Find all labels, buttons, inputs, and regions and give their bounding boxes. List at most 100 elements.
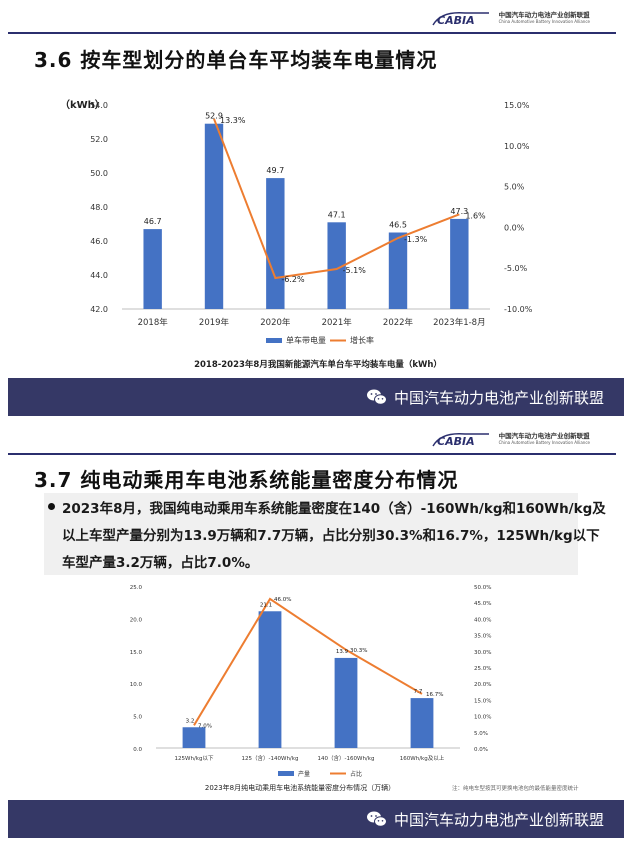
bar-value-label: 3.2 xyxy=(186,718,195,724)
bar xyxy=(334,657,358,748)
summary-box xyxy=(44,493,578,575)
y2-tick-label: 15.0% xyxy=(474,698,491,704)
y2-tick-label: -5.0% xyxy=(504,264,528,273)
y-tick-label: 48.0 xyxy=(90,203,108,212)
x-tick-label: 2019年 xyxy=(199,317,230,328)
svg-text:CABIA: CABIA xyxy=(437,14,475,27)
y2-tick-label: 45.0% xyxy=(474,601,491,607)
bar xyxy=(258,611,282,748)
x-tick-label: 125Wh/kg以下 xyxy=(175,755,214,762)
bar-value-label: 7.7 xyxy=(414,689,423,695)
bar-value-label: 21.1 xyxy=(260,602,272,608)
org-name-en: China Automotive Battery Innovation Alli… xyxy=(498,440,590,446)
y-tick-label: 52.0 xyxy=(90,135,108,144)
wechat-icon xyxy=(366,389,387,405)
cabia-logo: CABIA 中国汽车动力电池产业创新联盟 China Automotive Ba… xyxy=(431,428,590,450)
series-line xyxy=(193,597,423,726)
line-value-label: 30.3% xyxy=(350,648,367,654)
cabia-logo-icon: CABIA xyxy=(432,12,489,27)
x-tick-label: 140（含）-160Wh/kg xyxy=(318,754,375,762)
bar xyxy=(204,123,224,309)
y2-tick-label: 50.0% xyxy=(474,585,491,591)
chart-energy-density-distribution: 0.0 5.0 10.0 15.0 20.0 25.0 0.0% 5.0% 10.0% 15.0%… xyxy=(130,585,579,792)
org-name-cn: 中国汽车动力电池产业创新联盟 xyxy=(498,431,590,440)
line-value-label: 16.7% xyxy=(426,692,443,698)
bar-value-label: 13.9 xyxy=(336,649,349,655)
legend-bar-label: 单车带电量 xyxy=(286,335,326,345)
line-value-label: -1.3% xyxy=(404,235,428,244)
y2-tick-label: 40.0% xyxy=(474,617,491,623)
legend-line-label: 占比 xyxy=(350,770,362,778)
bar xyxy=(450,218,469,309)
legend-bar-label: 产量 xyxy=(298,770,310,778)
y2-tick-label: 0.0% xyxy=(474,747,488,753)
y2-tick-label: -10.0% xyxy=(504,305,533,314)
y2-tick-label: 5.0% xyxy=(474,731,488,737)
y2-tick-label: 30.0% xyxy=(474,650,491,656)
footer-org-name: 中国汽车动力电池产业创新联盟 xyxy=(393,810,604,829)
summary-line-2: 以上车型产量分别为13.9万辆和7.7万辆，占比分别30.3%和16.7%，12… xyxy=(62,528,600,544)
header-divider xyxy=(8,32,616,34)
footer-org-name: 中国汽车动力电池产业创新联盟 xyxy=(393,388,604,407)
y-tick-label: 0.0 xyxy=(133,747,142,753)
chart-avg-battery-capacity: 42.0 44.0 46.0 48.0 50.0 52.0 54.0 -10.0% -5.0% 0… xyxy=(60,98,533,370)
footer-bar: 中国汽车动力电池产业创新联盟 xyxy=(8,378,624,416)
x-tick-label: 2018年 xyxy=(138,317,169,328)
slide-2: CABIA 中国汽车动力电池产业创新联盟 China Automotive Ba… xyxy=(0,421,624,841)
series-line xyxy=(213,118,460,280)
line-value-label: 13.3% xyxy=(220,116,246,125)
y-tick-label: 54.0 xyxy=(90,101,108,110)
y2-tick-label: 10.0% xyxy=(504,142,530,151)
cabia-logo-icon: CABIA xyxy=(432,433,489,448)
x-tick-label: 2022年 xyxy=(383,317,414,328)
bar-value-label: 47.3 xyxy=(450,207,468,216)
y2-tick-label: 35.0% xyxy=(474,634,491,640)
y-tick-label: 44.0 xyxy=(90,271,108,280)
bar-value-label: 47.1 xyxy=(328,210,346,219)
bar-value-label: 46.7 xyxy=(144,217,162,226)
bar xyxy=(388,232,408,309)
y-tick-label: 20.0 xyxy=(130,617,143,623)
bar xyxy=(143,229,162,309)
header-divider xyxy=(8,453,616,455)
bar xyxy=(327,222,346,309)
y-axis-title: （kWh） xyxy=(60,98,105,111)
slide-1: CABIA 中国汽车动力电池产业创新联盟 China Automotive Ba… xyxy=(0,0,624,420)
line-value-label: -5.1% xyxy=(343,266,367,275)
y-tick-label: 42.0 xyxy=(90,305,108,314)
y-tick-label: 46.0 xyxy=(90,237,108,246)
x-tick-label: 160Wh/kg及以上 xyxy=(400,754,445,762)
y-tick-label: 10.0 xyxy=(130,682,143,688)
line-value-label: 46.0% xyxy=(274,597,291,603)
y2-tick-label: 5.0% xyxy=(504,183,525,192)
y-tick-label: 5.0 xyxy=(133,715,142,721)
line-value-label: 1.6% xyxy=(465,211,486,220)
y-tick-label: 25.0 xyxy=(130,585,143,591)
bar-value-label: 52.9 xyxy=(205,112,223,121)
x-tick-label: 2023年1-8月 xyxy=(433,317,486,328)
bar xyxy=(182,727,206,748)
cabia-logo: CABIA 中国汽车动力电池产业创新联盟 China Automotive Ba… xyxy=(431,7,590,29)
chart-caption: 2018-2023年8月我国新能源汽车单台车平均装车电量（kWh） xyxy=(194,359,442,370)
wechat-icon xyxy=(366,811,387,827)
legend-bar-swatch xyxy=(266,338,282,343)
summary-line-3: 车型产量3.2万辆，占比7.0%。 xyxy=(62,555,259,571)
x-tick-label: 125（含）-140Wh/kg xyxy=(242,754,299,762)
x-tick-label: 2020年 xyxy=(260,317,291,328)
x-tick-label: 2021年 xyxy=(322,317,353,328)
y2-tick-label: 0.0% xyxy=(504,223,525,232)
y2-tick-label: 10.0% xyxy=(474,715,491,721)
page-title: 3.7 纯电动乘用车电池系统能量密度分布情况 xyxy=(34,468,459,492)
line-value-label: 7.0% xyxy=(198,723,212,729)
y-tick-label: 50.0 xyxy=(90,169,108,178)
bar xyxy=(266,178,285,309)
bar xyxy=(410,698,434,748)
y2-tick-label: 15.0% xyxy=(504,101,530,110)
footer-bar: 中国汽车动力电池产业创新联盟 xyxy=(8,800,624,838)
org-name-en: China Automotive Battery Innovation Alli… xyxy=(498,19,590,25)
page-title: 3.6 按车型划分的单台车平均装车电量情况 xyxy=(34,48,438,72)
org-name-cn: 中国汽车动力电池产业创新联盟 xyxy=(498,10,590,19)
summary-line-1: 2023年8月，我国纯电动乘用车系统能量密度在140（含）-160Wh/kg和1… xyxy=(62,501,606,517)
legend-line-label: 增长率 xyxy=(350,335,374,345)
bullet-point xyxy=(48,503,55,510)
